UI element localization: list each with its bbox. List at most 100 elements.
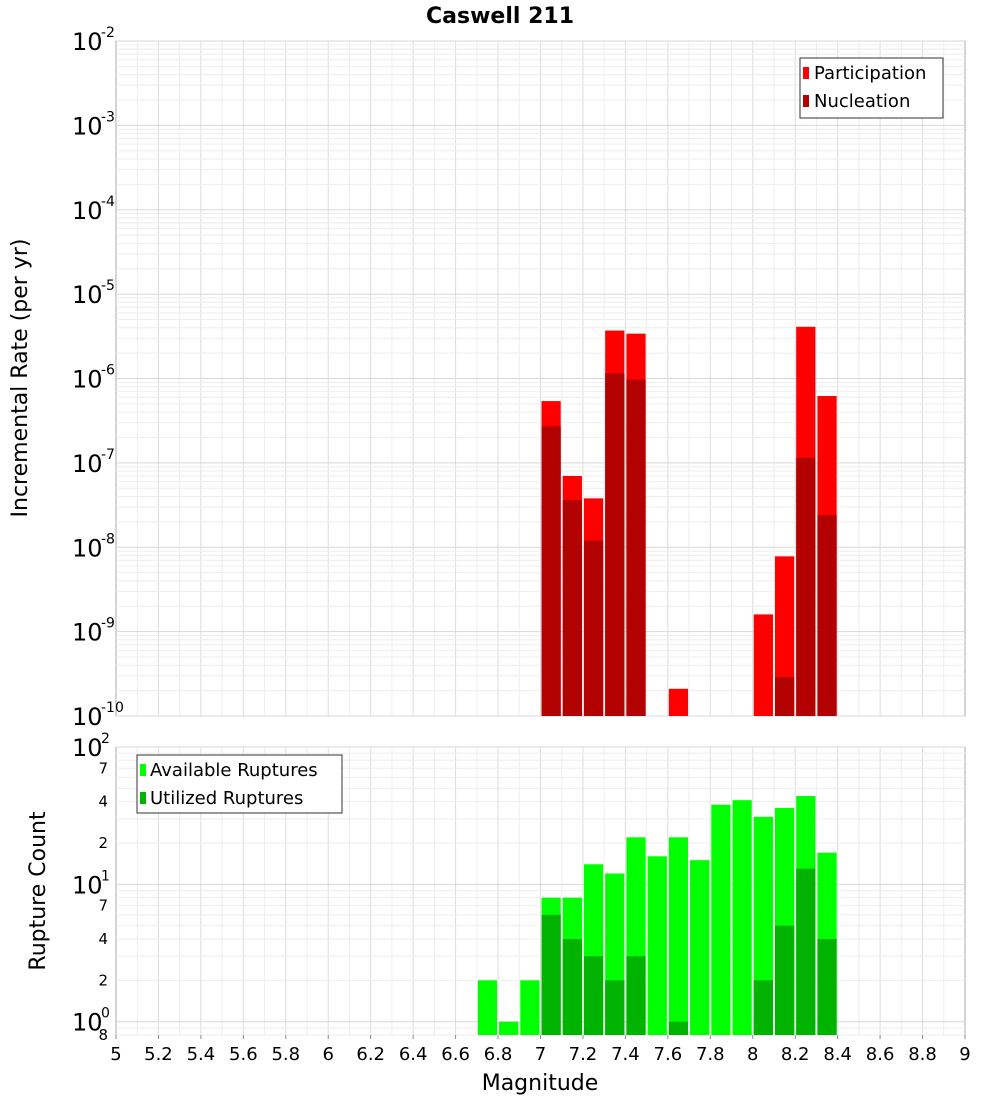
utilized-ruptures-bar — [796, 868, 816, 1035]
available-ruptures-bar — [732, 800, 752, 1035]
participation-bar — [668, 688, 689, 716]
rate-y-tick-base: 10 — [72, 281, 103, 309]
utilized-ruptures-bar — [605, 980, 625, 1035]
utilized-ruptures-bar — [583, 956, 604, 1035]
rate-y-tick-exponent: -8 — [101, 531, 115, 547]
rate-y-tick-base: 10 — [72, 703, 103, 731]
available-ruptures-bar — [520, 980, 540, 1035]
utilized-ruptures-bar — [774, 925, 795, 1035]
rate-y-tick-label: 10-9 — [72, 616, 115, 647]
participation-bar — [753, 614, 773, 716]
rate-y-tick-exponent: -3 — [101, 109, 115, 125]
x-tick-label: 5.4 — [187, 1044, 216, 1065]
rate-y-tick-label: 10-8 — [72, 531, 115, 562]
count-y-tick-exponent: 1 — [101, 868, 110, 884]
nucleation-bar — [817, 515, 837, 716]
utilized-ruptures-bar — [562, 939, 582, 1035]
count-legend-box — [136, 754, 343, 814]
x-tick-label: 8.4 — [823, 1044, 852, 1065]
available-ruptures-legend-label: Available Ruptures — [150, 760, 318, 781]
x-axis-ticks: 5 5.2 5.4 5.6 5.8 6 6.2 6.4 6.6 6.8 7 7.2 7.4 7.6 7.8 8… — [110, 1035, 971, 1065]
rate-y-tick-exponent: -5 — [101, 278, 115, 294]
x-tick-label: 7 — [535, 1044, 546, 1065]
available-ruptures-legend-swatch — [140, 764, 146, 776]
nucleation-bar — [605, 373, 625, 716]
x-tick-label: 8 — [747, 1044, 758, 1065]
nucleation-bar — [774, 676, 795, 716]
count-y-minor-tick-label: 2 — [98, 834, 108, 852]
rate-y-tick-label: 10-10 — [72, 700, 124, 731]
count-y-tick-exponent: 2 — [101, 731, 110, 747]
count-y-tick-base: 10 — [72, 871, 103, 899]
utilized-ruptures-bar — [541, 914, 561, 1035]
count-legend: Available Ruptures Utilized Ruptures — [136, 754, 343, 814]
nucleation-bar — [541, 426, 561, 716]
rate-y-tick-exponent: -4 — [101, 194, 115, 210]
x-tick-label: 8.8 — [908, 1044, 937, 1065]
available-ruptures-bar — [647, 856, 667, 1035]
rate-gridlines — [116, 40, 965, 717]
available-ruptures-bar — [499, 1021, 519, 1035]
rate-y-tick-exponent: -6 — [101, 363, 115, 379]
count-y-tick-base: 10 — [72, 734, 103, 762]
count-y-major-tick: 102 — [72, 731, 110, 762]
x-tick-label: 7.8 — [696, 1044, 725, 1065]
rate-y-tick-label: 10-2 — [72, 25, 115, 56]
x-tick-label: 7.6 — [654, 1044, 683, 1065]
x-tick-label: 6.6 — [441, 1044, 470, 1065]
rate-legend-box — [799, 57, 944, 119]
available-ruptures-bar — [690, 860, 710, 1035]
utilized-ruptures-bar — [626, 956, 646, 1035]
available-ruptures-bar — [668, 837, 689, 1035]
nucleation-legend-label: Nucleation — [814, 91, 910, 112]
rate-y-tick-label: 10-5 — [72, 278, 115, 309]
x-tick-label: 9 — [959, 1044, 970, 1065]
rate-y-tick-base: 10 — [72, 450, 103, 478]
x-tick-label: 8.6 — [866, 1044, 895, 1065]
rate-y-tick-base: 10 — [72, 366, 103, 394]
rate-y-tick-label: 10-3 — [72, 109, 115, 140]
rate-y-tick-label: 10-4 — [72, 194, 115, 225]
x-tick-label: 5.6 — [229, 1044, 258, 1065]
count-y-major-tick: 101 — [72, 868, 110, 899]
x-tick-label: 5.8 — [271, 1044, 300, 1065]
count-y-axis-label: Rupture Count — [26, 811, 51, 971]
participation-bar — [774, 556, 795, 716]
count-y-minor-tick-label: 7 — [98, 897, 108, 915]
available-ruptures-bar — [477, 980, 498, 1035]
utilized-ruptures-bar — [817, 939, 837, 1035]
count-bars — [477, 795, 837, 1035]
count-y-major-tick: 100 — [72, 1006, 110, 1037]
count-y-tick-base: 10 — [72, 1009, 103, 1037]
x-tick-label: 5.2 — [144, 1044, 173, 1065]
count-y-minor-tick-label: 7 — [98, 759, 108, 777]
participation-legend-swatch — [803, 67, 809, 79]
utilized-ruptures-bar — [668, 1021, 689, 1035]
rate-y-tick-exponent: -10 — [101, 700, 124, 716]
count-y-minor-tick-label: 4 — [98, 793, 108, 811]
participation-legend-label: Participation — [814, 63, 926, 84]
x-tick-label: 8.2 — [781, 1044, 810, 1065]
count-y-minor-tick-label: 8 — [98, 1026, 108, 1044]
rate-y-axis-label: Incremental Rate (per yr) — [8, 239, 33, 518]
rate-y-tick-exponent: -9 — [101, 616, 115, 632]
rate-y-ticks: 10-210-310-410-510-610-710-810-910-10 — [72, 25, 124, 731]
rate-y-tick-exponent: -2 — [101, 25, 115, 41]
x-axis-label: Magnitude — [482, 1071, 599, 1096]
x-tick-label: 6.8 — [484, 1044, 513, 1065]
utilized-ruptures-legend-label: Utilized Ruptures — [150, 788, 303, 809]
count-y-tick-exponent: 0 — [101, 1006, 110, 1022]
x-tick-label: 7.4 — [611, 1044, 640, 1065]
nucleation-bar — [562, 500, 582, 716]
utilized-ruptures-bar — [753, 980, 773, 1035]
count-y-minor-tick-label: 2 — [98, 971, 108, 989]
rate-plot: 10-210-310-410-510-610-710-810-910-10 In… — [8, 25, 966, 731]
rate-y-tick-label: 10-7 — [72, 447, 115, 478]
rate-y-tick-label: 10-6 — [72, 363, 115, 394]
nucleation-bar — [796, 457, 816, 716]
rate-bars — [541, 326, 837, 716]
x-tick-label: 6 — [323, 1044, 334, 1065]
